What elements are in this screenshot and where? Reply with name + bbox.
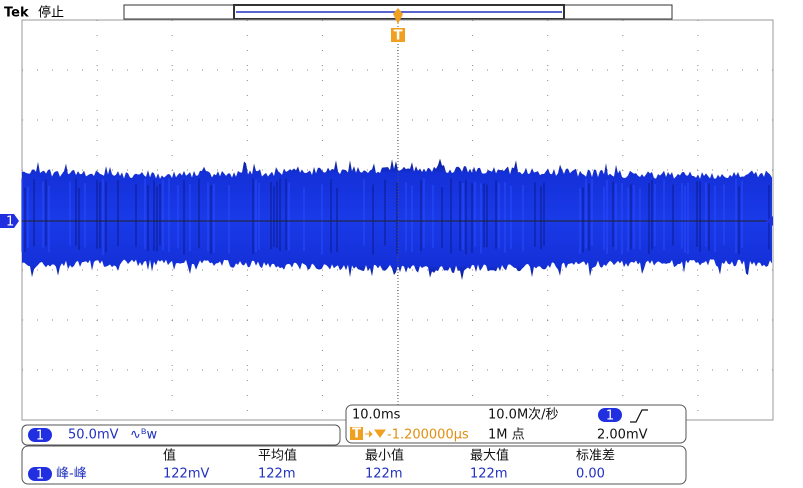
- trigger-channel: 1: [606, 409, 614, 424]
- trigger-marker-label: T: [394, 29, 403, 44]
- trigger-icon: [350, 427, 363, 440]
- record-length: 1M 点: [488, 428, 525, 443]
- measurement-value: 122m: [470, 467, 507, 482]
- measurement-header: 值: [163, 448, 176, 464]
- time-scale: 10.0ms: [352, 408, 401, 423]
- channel-badge: [28, 428, 52, 442]
- slope-icon: [630, 409, 648, 423]
- status: 停止: [38, 5, 64, 21]
- channel-number: 1: [36, 429, 44, 444]
- measurement-value: 122m: [258, 467, 295, 482]
- channel-scale: 50.0mV: [68, 428, 119, 443]
- channel-box: [21, 424, 341, 446]
- measurement-box: [21, 445, 687, 485]
- trigger-level: 2.00mV: [597, 428, 648, 443]
- measurement-value: 122m: [365, 467, 402, 482]
- measurement-value: 0.00: [576, 467, 605, 482]
- measurement-header: 平均值: [258, 448, 297, 464]
- channel-marker: [0, 214, 19, 228]
- channel-marker-label: 1: [6, 215, 14, 230]
- measurement-badge: [28, 467, 52, 481]
- measurement-name: 峰-峰: [56, 467, 87, 482]
- bandwidth-icon: ∿ᴮw: [130, 428, 158, 443]
- trigger-channel-badge: [598, 408, 622, 422]
- measurement-header: 最小值: [365, 448, 404, 464]
- measurement-channel: 1: [36, 468, 44, 483]
- trigger-marker: [391, 28, 405, 42]
- level-marker: [766, 216, 773, 226]
- brand: Tek: [4, 6, 29, 21]
- sample-rate: 10.0M次/秒: [488, 407, 559, 423]
- measurement-header: 标准差: [576, 449, 615, 464]
- measurement-header: 最大值: [470, 448, 509, 464]
- trigger-pos-marker: [393, 8, 403, 24]
- trigger-arrow: [365, 429, 386, 438]
- trigger-position: -1.200000µs: [387, 428, 469, 443]
- measurement-value: 122mV: [163, 467, 209, 482]
- trigger-icon-label: T: [352, 427, 361, 442]
